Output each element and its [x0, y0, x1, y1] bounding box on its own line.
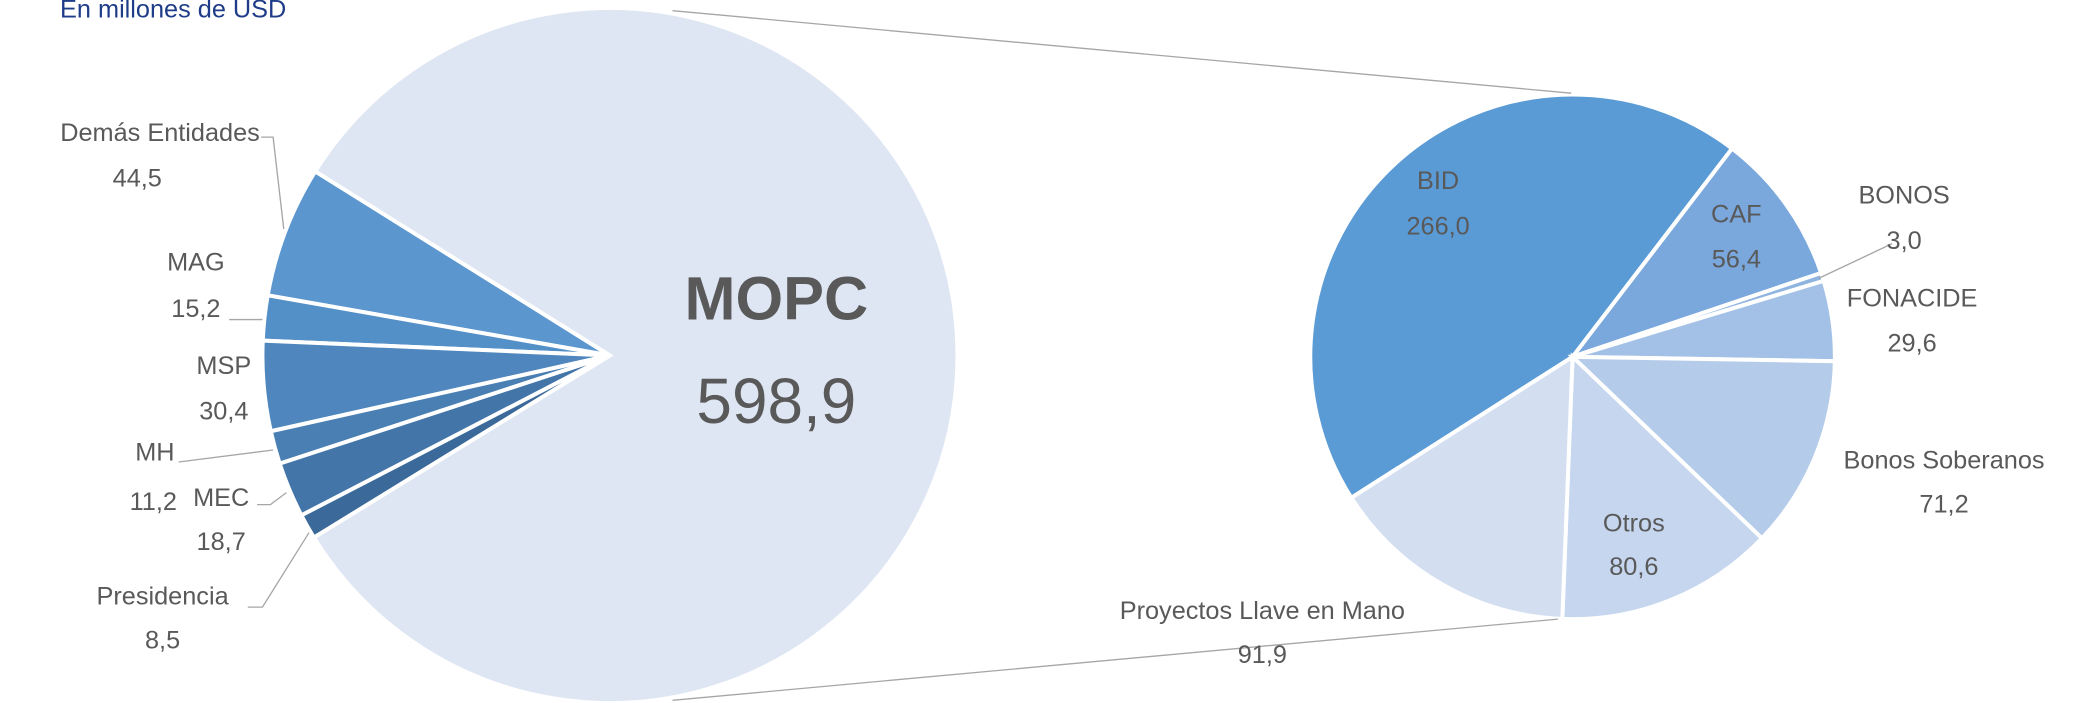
- category-label: MSP: [196, 352, 251, 380]
- value-label: 71,2: [1919, 491, 1968, 519]
- category-label: Demás Entidades: [60, 119, 260, 147]
- value-label: 56,4: [1712, 246, 1761, 274]
- category-label: Proyectos Llave en Mano: [1120, 597, 1405, 625]
- category-label: CAF: [1711, 200, 1762, 228]
- category-label: Bonos Soberanos: [1844, 447, 2045, 475]
- value-label: 80,6: [1609, 553, 1658, 581]
- pie-slice: [1567, 145, 1824, 361]
- leader-line: [261, 136, 285, 230]
- category-label: MEC: [193, 484, 249, 512]
- leader-line: [178, 449, 274, 463]
- pie-slice: [311, 6, 960, 703]
- connector-line: [672, 618, 1558, 702]
- pie-slice: [1348, 353, 1575, 621]
- pie-slice: [1308, 92, 1735, 501]
- value-label: 29,6: [1887, 330, 1936, 358]
- pie-slice: [1560, 352, 1765, 622]
- chart-subtitle: En millones de USD: [60, 0, 286, 23]
- value-label: 44,5: [113, 164, 162, 192]
- category-label: BONOS: [1858, 182, 1949, 210]
- category-label: MH: [135, 439, 174, 467]
- value-label: 3,0: [1887, 227, 1922, 255]
- value-label: 11,2: [130, 488, 177, 516]
- leader-line: [1818, 243, 1893, 279]
- value-label: 30,4: [199, 397, 248, 425]
- pie-slice: [1567, 354, 1837, 542]
- value-label: 15,2: [171, 295, 220, 323]
- connector-line: [672, 9, 1572, 94]
- value-label: 18,7: [197, 528, 246, 556]
- value-label: 8,5: [145, 626, 180, 654]
- leader-line: [257, 492, 287, 506]
- value-label: 91,9: [1238, 641, 1287, 669]
- value-label: 598,9: [696, 365, 856, 437]
- category-label: MAG: [167, 248, 225, 276]
- leader-line: [247, 532, 310, 608]
- category-label: MOPC: [685, 265, 869, 333]
- category-label: BID: [1417, 167, 1459, 195]
- category-label: FONACIDE: [1847, 284, 1978, 312]
- category-label: Otros: [1603, 509, 1665, 537]
- value-label: 266,0: [1406, 212, 1469, 240]
- category-label: Presidencia: [97, 583, 230, 611]
